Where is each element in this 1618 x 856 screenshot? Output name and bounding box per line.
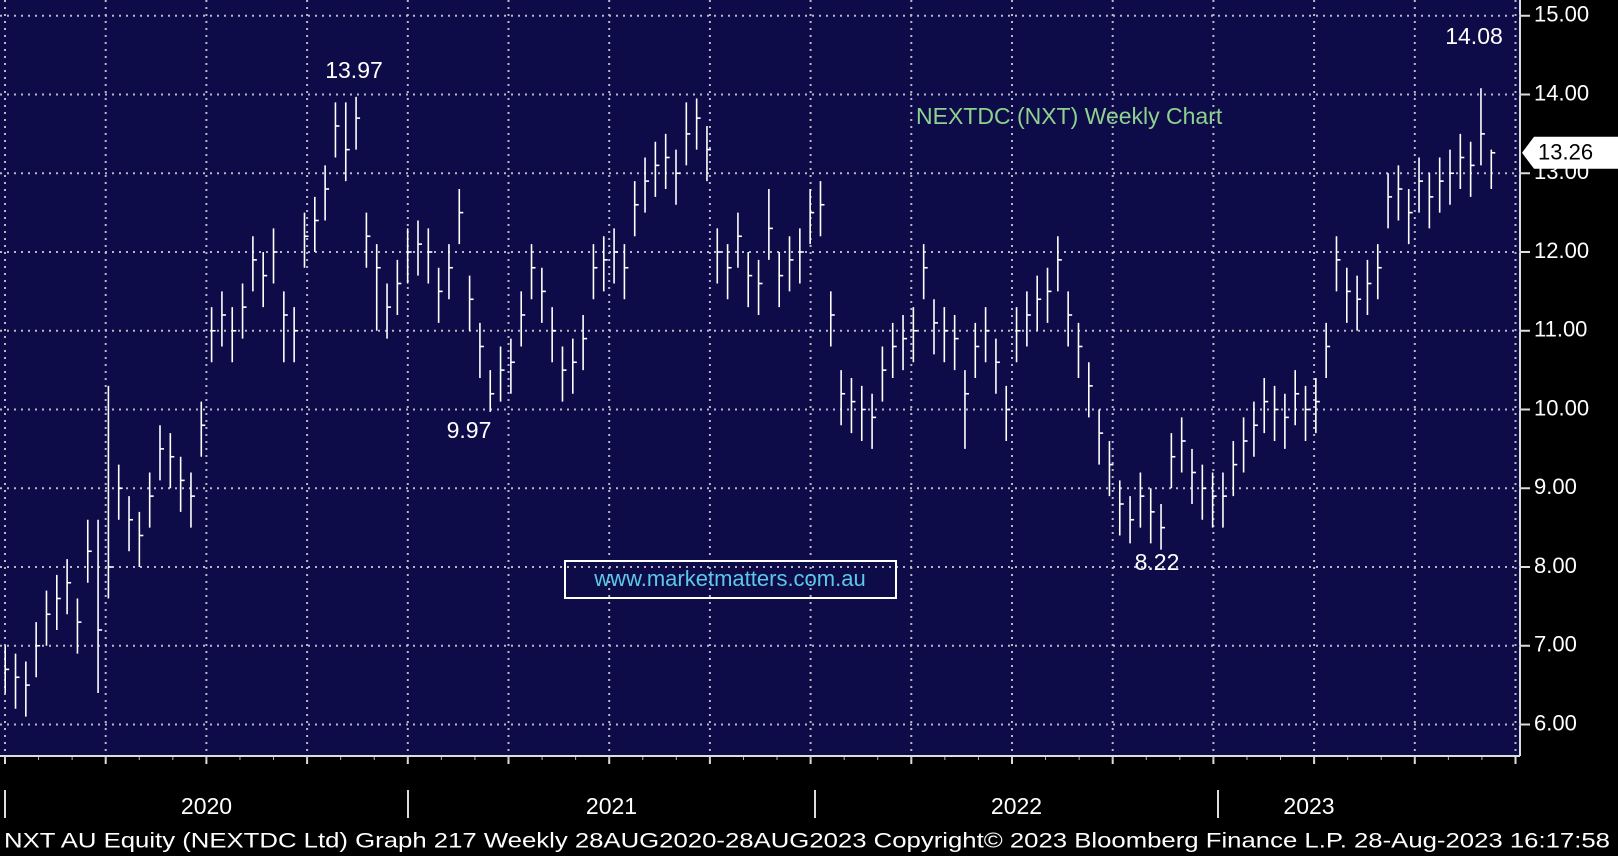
- x-tick-label: 2023: [1283, 793, 1334, 819]
- x-tick-label: 2022: [991, 793, 1042, 819]
- x-tick-label: 2021: [586, 793, 637, 819]
- last-price-label: 13.26: [1538, 140, 1593, 165]
- annotation: 9.97: [447, 417, 492, 443]
- plot-area: [0, 0, 1520, 756]
- last-price-box: [1522, 136, 1618, 169]
- y-tick-label: 12.00: [1534, 238, 1589, 263]
- y-tick-label: 11.00: [1534, 317, 1587, 342]
- y-tick-label: 14.00: [1534, 80, 1589, 105]
- y-tick-label: 15.00: [1534, 2, 1589, 27]
- y-tick-label: 9.00: [1534, 474, 1577, 499]
- y-tick-label: 6.00: [1534, 710, 1577, 735]
- annotation: 13.97: [325, 57, 383, 83]
- chart-title: NEXTDC (NXT) Weekly Chart: [916, 103, 1223, 129]
- watermark-box: [564, 560, 897, 599]
- annotation: 14.08: [1445, 23, 1503, 49]
- y-tick-label: 10.00: [1534, 395, 1589, 420]
- y-tick-label: 7.00: [1534, 632, 1577, 657]
- y-tick-label: 8.00: [1534, 553, 1577, 578]
- footer: NXT AU Equity (NEXTDC Ltd) Graph 217 Wee…: [4, 830, 1610, 853]
- watermark: www.marketmatters.com.au: [593, 566, 865, 591]
- annotation: 8.22: [1135, 549, 1180, 575]
- x-tick-label: 2020: [181, 793, 232, 819]
